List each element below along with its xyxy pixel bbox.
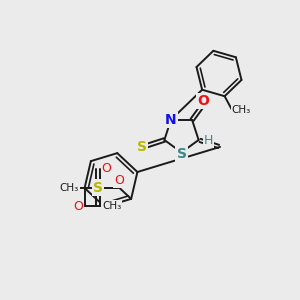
Text: CH₃: CH₃ xyxy=(232,105,251,115)
Text: O: O xyxy=(73,200,83,212)
Text: S: S xyxy=(137,140,147,154)
Text: S: S xyxy=(93,181,103,195)
Text: CH₃: CH₃ xyxy=(102,201,121,211)
Text: O: O xyxy=(114,175,124,188)
Text: H: H xyxy=(204,134,213,147)
Text: N: N xyxy=(165,113,177,127)
Text: O: O xyxy=(102,163,111,176)
Text: S: S xyxy=(176,147,187,161)
Text: O: O xyxy=(102,200,111,213)
Text: O: O xyxy=(197,94,209,108)
Text: CH₃: CH₃ xyxy=(60,183,79,193)
